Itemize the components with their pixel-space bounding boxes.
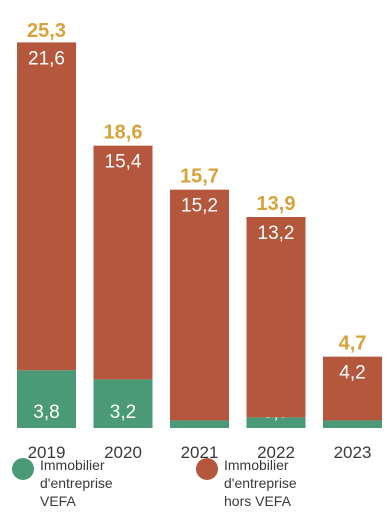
segment-label-hors-vefa-2020: 15,4: [105, 152, 142, 173]
legend-swatch-vefa: [12, 458, 34, 480]
x-tick-label-2020: 2020: [104, 443, 142, 462]
bar-segment-vefa-2022: [246, 417, 306, 428]
total-label-2019: 25,3: [27, 20, 66, 42]
x-tick-label-2021: 2021: [181, 443, 219, 462]
segment-label-vefa-2020: 3,2: [110, 402, 136, 423]
bar-segment-hors-vefa-2019: [17, 42, 76, 371]
legend-label-hors-vefa: Immobilier d'entreprise hors VEFA: [224, 457, 297, 509]
bar-segment-vefa-2021: [170, 420, 229, 428]
bar-segment-hors-vefa-2021: [170, 189, 229, 421]
segment-label-hors-vefa-2021: 15,2: [181, 196, 218, 217]
total-label-2021: 15,7: [180, 166, 219, 188]
bar-segment-hors-vefa-2022: [246, 216, 306, 418]
legend-label-vefa: Immobilier d'entreprise VEFA: [40, 457, 113, 509]
bar-segment-vefa-2019: [17, 370, 76, 428]
bar-segment-hors-vefa-2023: [323, 356, 382, 421]
x-tick-label-2023: 2023: [334, 443, 372, 462]
total-label-2020: 18,6: [104, 122, 143, 144]
chart-legend: Immobilier d'entreprise VEFA Immobilier …: [0, 456, 387, 520]
x-tick-label-2022: 2022: [257, 443, 295, 462]
segment-label-vefa-2019: 3,8: [33, 402, 59, 423]
bar-segment-vefa-2020: [93, 379, 153, 428]
total-label-2022: 13,9: [257, 193, 296, 215]
bar-segment-vefa-2023: [323, 420, 382, 428]
segment-label-hors-vefa-2022: 13,2: [258, 223, 295, 244]
segment-label-hors-vefa-2019: 21,6: [28, 48, 65, 69]
x-tick-label-2019: 2019: [28, 443, 66, 462]
total-label-2023: 4,7: [339, 333, 367, 355]
segment-label-hors-vefa-2023: 4,2: [339, 363, 365, 384]
legend-swatch-hors-vefa: [196, 458, 218, 480]
bar-segment-hors-vefa-2020: [93, 145, 153, 380]
